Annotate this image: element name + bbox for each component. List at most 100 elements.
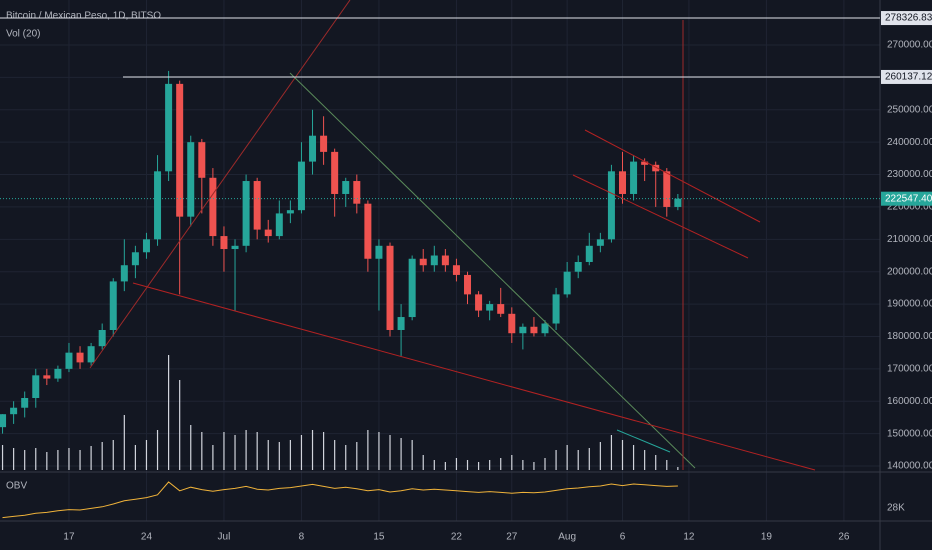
arrow bbox=[616, 429, 671, 453]
x-tick-label: 8 bbox=[299, 532, 305, 543]
obv-label: OBV bbox=[6, 481, 27, 492]
y-tick-label: 150000.00 bbox=[887, 428, 932, 439]
candle-body bbox=[607, 171, 615, 240]
candle-body bbox=[264, 229, 272, 237]
y-tick-label: 180000.00 bbox=[887, 331, 932, 342]
candle-body bbox=[364, 203, 372, 259]
x-tick-label: 6 bbox=[620, 532, 626, 543]
candle-body bbox=[618, 171, 626, 194]
y-tick-label: 230000.00 bbox=[887, 169, 932, 180]
candle-body bbox=[0, 414, 7, 428]
candle-body bbox=[154, 171, 162, 240]
x-tick-label: 22 bbox=[451, 532, 463, 543]
candle-body bbox=[209, 177, 217, 237]
candle-body bbox=[419, 258, 427, 266]
y-tick-label: 190000.00 bbox=[887, 299, 932, 310]
x-tick-label: 17 bbox=[63, 532, 75, 543]
candle-body bbox=[353, 181, 361, 204]
y-tick-label: 270000.00 bbox=[887, 40, 932, 51]
y-tick-label: 140000.00 bbox=[887, 461, 932, 472]
candle-body bbox=[497, 304, 505, 314]
candle-body bbox=[253, 181, 261, 230]
candle-body bbox=[475, 294, 483, 311]
candle-body bbox=[408, 258, 416, 318]
y-tick-label: 240000.00 bbox=[887, 137, 932, 148]
trend-line bbox=[289, 72, 696, 469]
candle-body bbox=[43, 375, 51, 379]
candle-body bbox=[397, 317, 405, 330]
candle-body bbox=[641, 161, 649, 165]
candle-body bbox=[231, 245, 239, 250]
y-tick-label: 220000.00 bbox=[887, 202, 932, 213]
candle-body bbox=[508, 313, 516, 334]
candle-body bbox=[21, 398, 29, 408]
price-label-box bbox=[881, 69, 932, 84]
y-tick-label: 170000.00 bbox=[887, 363, 932, 374]
candle-body bbox=[563, 271, 571, 295]
x-tick-label: 27 bbox=[506, 532, 518, 543]
candle-body bbox=[286, 210, 294, 214]
x-tick-label: Aug bbox=[558, 532, 576, 543]
obv-line bbox=[2, 481, 678, 519]
price-label: 278326.83 bbox=[885, 13, 932, 24]
volume-label: Vol (20) bbox=[6, 29, 40, 40]
candle-body bbox=[630, 161, 638, 194]
drawings bbox=[89, 0, 816, 471]
x-tick-label: Jul bbox=[218, 532, 231, 543]
candle-body bbox=[585, 245, 593, 262]
candle-body bbox=[275, 213, 283, 237]
candle-body bbox=[54, 368, 62, 379]
candle-body bbox=[309, 135, 317, 162]
candle-body bbox=[674, 198, 682, 207]
candle-body bbox=[452, 265, 460, 275]
candle-body bbox=[187, 142, 195, 217]
candle-body bbox=[375, 245, 383, 259]
candle-body bbox=[165, 83, 173, 172]
candle-body bbox=[297, 161, 305, 211]
candle-body bbox=[663, 171, 671, 207]
last-price-label: 222547.40 bbox=[885, 193, 932, 204]
last-price-box bbox=[881, 191, 932, 206]
candle-body bbox=[109, 281, 117, 330]
candle-body bbox=[430, 255, 438, 266]
x-tick-label: 15 bbox=[373, 532, 385, 543]
trend-line bbox=[89, 0, 351, 369]
candle-body bbox=[331, 151, 339, 194]
candle-body bbox=[386, 245, 394, 330]
candle-body bbox=[176, 83, 184, 217]
candle-body bbox=[32, 375, 40, 399]
candle-body bbox=[10, 407, 18, 415]
x-tick-label: 26 bbox=[838, 532, 850, 543]
chart-title: Bitcoin / Mexican Peso, 1D, BITSO bbox=[6, 11, 161, 22]
candle-body bbox=[441, 255, 449, 266]
candle-body bbox=[320, 135, 328, 152]
y-tick-label: 160000.00 bbox=[887, 396, 932, 407]
x-tick-label: 24 bbox=[141, 532, 153, 543]
x-tick-label: 12 bbox=[683, 532, 695, 543]
candle-body bbox=[652, 164, 660, 172]
candle-body bbox=[464, 274, 472, 295]
marks bbox=[0, 70, 682, 519]
candle-body bbox=[87, 346, 95, 363]
y-tick-label: 200000.00 bbox=[887, 266, 932, 277]
price-label: 260137.12 bbox=[885, 72, 932, 83]
candle-body bbox=[76, 352, 84, 363]
candle-body bbox=[519, 326, 527, 334]
candle-body bbox=[486, 304, 494, 311]
candle-body bbox=[530, 326, 538, 334]
candle-body bbox=[574, 261, 582, 272]
candle-body bbox=[131, 252, 139, 266]
y-tick-label: 250000.00 bbox=[887, 104, 932, 115]
candle-body bbox=[120, 265, 128, 282]
candle-body bbox=[65, 352, 73, 369]
channel-line bbox=[572, 174, 749, 259]
candle-body bbox=[596, 239, 604, 246]
y-tick-label: 210000.00 bbox=[887, 234, 932, 245]
channel-line bbox=[584, 129, 761, 223]
candle-body bbox=[541, 323, 549, 334]
candle-body bbox=[242, 181, 250, 246]
candle-body bbox=[198, 142, 206, 178]
candle-body bbox=[142, 239, 150, 253]
candle-body bbox=[98, 329, 106, 347]
